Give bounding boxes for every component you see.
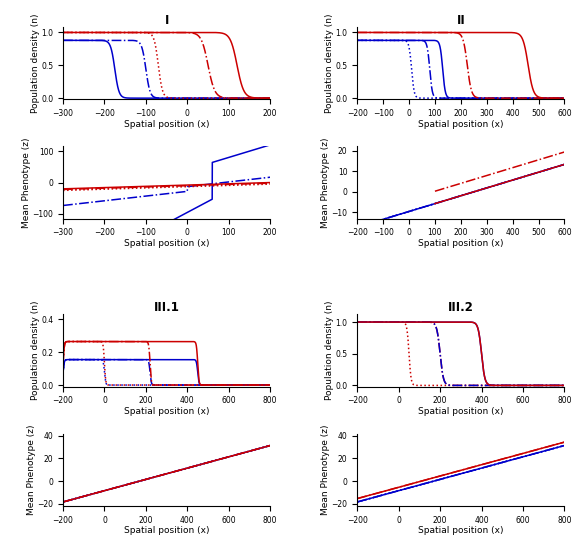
Y-axis label: Mean Phenotype (z): Mean Phenotype (z) [27,424,36,515]
Y-axis label: Population density (n): Population density (n) [31,301,40,400]
X-axis label: Spatial position (x): Spatial position (x) [124,526,209,535]
X-axis label: Spatial position (x): Spatial position (x) [124,407,209,416]
X-axis label: Spatial position (x): Spatial position (x) [418,239,504,248]
Title: I: I [164,14,169,27]
Y-axis label: Mean Phenotype (z): Mean Phenotype (z) [22,137,31,228]
X-axis label: Spatial position (x): Spatial position (x) [418,407,504,416]
Y-axis label: Population density (n): Population density (n) [325,301,334,400]
Title: III.1: III.1 [154,301,179,314]
Y-axis label: Population density (n): Population density (n) [325,14,334,113]
Y-axis label: Mean Phenotype (z): Mean Phenotype (z) [321,137,330,228]
X-axis label: Spatial position (x): Spatial position (x) [124,239,209,248]
Y-axis label: Population density (n): Population density (n) [31,14,40,113]
X-axis label: Spatial position (x): Spatial position (x) [418,526,504,535]
Y-axis label: Mean Phenotype (z): Mean Phenotype (z) [321,424,330,515]
X-axis label: Spatial position (x): Spatial position (x) [418,120,504,128]
X-axis label: Spatial position (x): Spatial position (x) [124,120,209,128]
Title: II: II [457,14,465,27]
Title: III.2: III.2 [448,301,474,314]
